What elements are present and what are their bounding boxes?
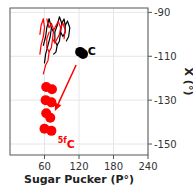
y-grid-line xyxy=(10,100,148,101)
y-tick-label: -130 xyxy=(154,95,177,106)
structure-line xyxy=(63,23,65,38)
y-tick-label: -90 xyxy=(154,7,170,18)
y-tick xyxy=(148,144,152,145)
x-tick-label: 120 xyxy=(69,161,88,172)
annotation-text: C xyxy=(67,138,75,151)
marks xyxy=(40,17,89,136)
annotation: 5fC xyxy=(58,136,75,151)
chart: 60120180240-150-130-110-90C5fCSugar Puck… xyxy=(0,0,193,189)
annotation: C xyxy=(88,45,96,58)
scatter-point xyxy=(46,97,56,107)
structure-line xyxy=(40,19,43,34)
structure-line xyxy=(54,45,57,54)
structure-line xyxy=(53,28,61,43)
x-grid-line xyxy=(79,8,80,155)
structure-line xyxy=(47,32,53,52)
x-tick-label: 240 xyxy=(138,161,157,172)
x-axis-label: Sugar Pucker (P°) xyxy=(24,173,134,186)
arrow-shaft xyxy=(58,65,76,104)
grid xyxy=(10,8,148,155)
structure-line xyxy=(40,19,45,54)
x-tick xyxy=(44,155,45,159)
arrow-head xyxy=(55,102,62,111)
y-tick xyxy=(148,100,152,101)
x-tick xyxy=(79,155,80,159)
structure-line xyxy=(43,52,49,74)
y-tick xyxy=(148,56,152,57)
x-tick xyxy=(113,155,114,159)
y-grid-line xyxy=(10,12,148,13)
y-grid-line xyxy=(10,144,148,145)
x-tick-label: 180 xyxy=(104,161,123,172)
y-tick-label: -110 xyxy=(154,51,177,62)
scatter-point xyxy=(47,84,57,94)
y-axis-label: X (°) xyxy=(182,68,193,96)
scatter-point xyxy=(78,49,88,59)
scatter-point xyxy=(46,126,56,136)
x-grid-line xyxy=(113,8,114,155)
y-tick xyxy=(148,12,152,13)
structure-line xyxy=(66,21,69,41)
y-tick-label: -150 xyxy=(154,139,177,150)
x-tick xyxy=(148,155,149,159)
scatter-point xyxy=(45,113,55,123)
plot-frame xyxy=(10,8,148,155)
x-tick-label: 60 xyxy=(38,161,51,172)
